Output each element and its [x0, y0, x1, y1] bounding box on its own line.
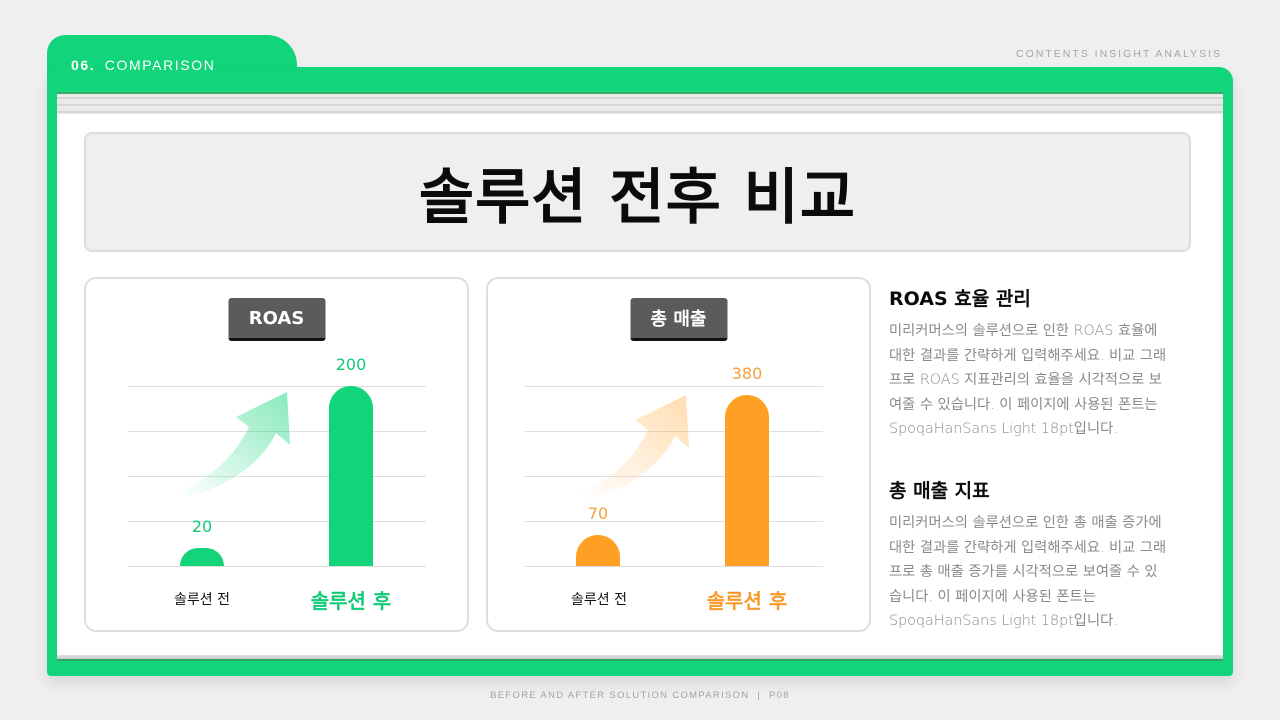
body-line: SpoqaHanSans Light 18pt입니다. — [889, 421, 1118, 437]
bar-after — [725, 395, 769, 566]
bar-after — [329, 386, 373, 566]
top-right-label: CONTENTS INSIGHT ANALYSIS — [1016, 48, 1222, 60]
label-before: 솔루션 전 — [174, 592, 230, 608]
body-line: 대한 결과를 간략하게 입력해주세요. 비교 그래 — [889, 347, 1167, 364]
content-bottom-edge — [57, 655, 1223, 661]
sales-badge: 총 매출 — [630, 298, 727, 341]
sales-body: 미리커머스의 솔루션으로 인한 총 매출 증가에 대한 결과를 간략하게 입력해… — [889, 511, 1209, 634]
body-line: 여줄 수 있습니다. 이 페이지에 사용된 폰트는 — [889, 396, 1158, 413]
value-before: 20 — [191, 517, 213, 536]
roas-badge: ROAS — [228, 298, 325, 341]
section-label: 06. COMPARISON — [71, 57, 215, 73]
title-box: 솔루션 전후 비교 — [84, 132, 1191, 252]
sales-heading: 총 매출 지표 — [889, 480, 990, 502]
grid-line — [128, 386, 426, 387]
page-title: 솔루션 전후 비교 — [418, 162, 857, 233]
body-line: 미리커머스의 솔루션으로 인한 총 매출 증가에 — [889, 515, 1162, 531]
body-line: 프로 총 매출 증가를 시각적으로 보여줄 수 있 — [889, 564, 1158, 580]
body-line: SpoqaHanSans Light 18pt입니다. — [889, 613, 1118, 629]
baseline — [525, 566, 823, 567]
section-number: 06. — [71, 57, 96, 73]
value-after: 200 — [335, 355, 367, 374]
baseline — [128, 566, 426, 567]
grid-line — [525, 521, 823, 522]
roas-heading: ROAS 효율 관리 — [889, 288, 1031, 310]
roas-body: 미리커머스의 솔루션으로 인한 ROAS 효율에 대한 결과를 간략하게 입력해… — [889, 319, 1209, 442]
body-line: 습니다. 이 페이지에 사용된 폰트는 — [889, 588, 1096, 605]
bar-before — [180, 548, 224, 566]
label-after: 솔루션 후 — [706, 589, 788, 613]
roas-description: ROAS 효율 관리 미리커머스의 솔루션으로 인한 ROAS 효율에 대한 결… — [889, 284, 1209, 442]
footer-label: BEFORE AND AFTER SOLUTION COMPARISON | P… — [490, 690, 790, 701]
trend-up-arrow-icon — [179, 392, 290, 497]
body-line: 대한 결과를 간략하게 입력해주세요. 비교 그래 — [889, 539, 1167, 556]
label-after: 솔루션 후 — [310, 589, 392, 613]
sales-description: 총 매출 지표 미리커머스의 솔루션으로 인한 총 매출 증가에 대한 결과를 … — [889, 476, 1209, 634]
bar-before — [576, 535, 620, 566]
grid-line — [128, 521, 426, 522]
grid-line — [128, 476, 426, 477]
roas-chart-card: ROAS 20 200 솔루션 전 솔루션 후 — [84, 277, 469, 632]
grid-line — [525, 386, 823, 387]
label-before: 솔루션 전 — [571, 592, 627, 608]
content-top-stripes — [57, 92, 1223, 114]
grid-line — [525, 476, 823, 477]
trend-up-arrow-icon — [578, 395, 689, 500]
body-line: 미리커머스의 솔루션으로 인한 ROAS 효율에 — [889, 323, 1158, 339]
value-before: 70 — [587, 504, 609, 523]
section-title: COMPARISON — [104, 57, 216, 73]
value-after: 380 — [731, 364, 763, 383]
body-line: 프로 ROAS 지표관리의 효율을 시각적으로 보 — [889, 372, 1162, 388]
sales-chart-card: 총 매출 70 380 솔루션 전 솔루션 후 — [486, 277, 871, 632]
